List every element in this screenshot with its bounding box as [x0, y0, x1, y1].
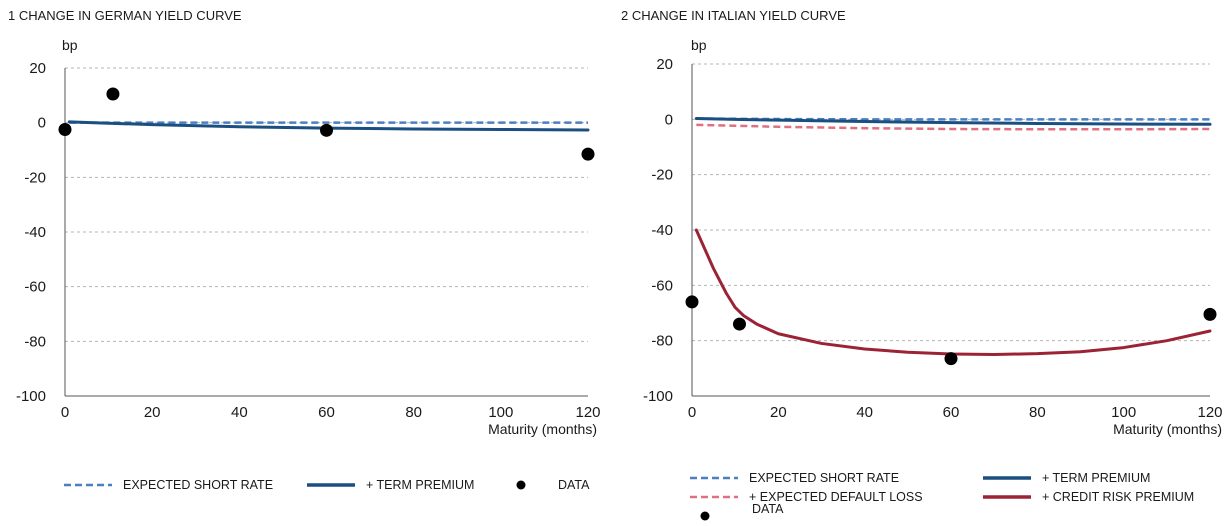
italian-yield-curve-chart: 2 CHANGE IN ITALIAN YIELD CURVE bp 20 0 -20 -… [621, 8, 1223, 521]
legend-item-expected-short-rate: EXPECTED SHORT RATE [64, 478, 273, 492]
y-axis-unit-label: bp [691, 37, 707, 53]
series-line-credit-risk-premium [694, 228, 1212, 356]
y-tick-label: -80 [651, 333, 673, 350]
x-tick-label: 0 [688, 404, 696, 421]
data-point [58, 123, 72, 136]
data-point [320, 123, 333, 137]
legend: EXPECTED SHORT RATE + TERM PREMIUM DATA [64, 478, 590, 492]
x-tick-label: 20 [770, 404, 787, 421]
y-tick-label: -40 [24, 224, 46, 241]
y-tick-label: -100 [643, 388, 673, 405]
x-tick-label: 20 [144, 404, 161, 421]
chart-title: 2 CHANGE IN ITALIAN YIELD CURVE [621, 8, 846, 23]
legend-marker [516, 480, 526, 490]
legend-label: + TERM PREMIUM [366, 478, 474, 492]
data-point [685, 295, 699, 309]
y-tick-label: -80 [24, 333, 46, 350]
x-tick-label: 40 [856, 404, 873, 421]
legend-label: DATA [752, 502, 784, 516]
x-tick-label: 120 [1197, 404, 1222, 421]
data-point [106, 87, 120, 101]
data-point [944, 352, 958, 366]
x-tick-label: 40 [231, 404, 248, 421]
y-tick-label: 0 [38, 115, 46, 132]
data-point [1203, 307, 1217, 321]
legend-label: + TERM PREMIUM [1042, 471, 1150, 485]
x-tick-label: 120 [575, 404, 600, 421]
y-tick-label: -20 [651, 167, 673, 184]
legend-marker [700, 511, 710, 521]
german-yield-curve-chart: 1 CHANGE IN GERMAN YIELD CURVE bp 20 0 -20 -4… [8, 8, 601, 492]
series-data [58, 87, 595, 161]
y-tick-label: 20 [656, 56, 673, 73]
y-axis-unit-label: bp [62, 37, 78, 53]
series-line-expected-default-loss [696, 123, 1211, 131]
y-tick-label: -60 [24, 279, 46, 296]
x-tick-label: 100 [1111, 404, 1136, 421]
y-tick-label: -20 [24, 169, 46, 186]
data-point [732, 317, 746, 331]
x-tick-label: 100 [488, 404, 513, 421]
legend-item-data: DATA [700, 502, 784, 521]
series-line-term-premium [67, 120, 590, 132]
y-tick-label: 20 [29, 60, 46, 77]
legend-item-credit-risk-premium: + CREDIT RISK PREMIUM [983, 490, 1194, 504]
y-tick-label: 0 [665, 111, 673, 128]
legend-item-term-premium: + TERM PREMIUM [307, 478, 474, 492]
x-tick-label: 60 [943, 404, 960, 421]
legend-label: EXPECTED SHORT RATE [749, 471, 899, 485]
legend-label: EXPECTED SHORT RATE [123, 478, 273, 492]
y-tick-label: -60 [651, 277, 673, 294]
legend-item-data: DATA [516, 478, 590, 492]
legend-item-expected-default-loss: + EXPECTED DEFAULT LOSS [690, 490, 923, 504]
x-tick-label: 80 [1029, 404, 1046, 421]
series-data [685, 295, 1217, 366]
x-axis-label: Maturity (months) [488, 421, 597, 437]
x-tick-label: 80 [405, 404, 422, 421]
x-tick-label: 0 [61, 404, 69, 421]
chart-title: 1 CHANGE IN GERMAN YIELD CURVE [8, 8, 242, 23]
x-tick-label: 60 [318, 404, 335, 421]
legend-label: + EXPECTED DEFAULT LOSS [749, 490, 923, 504]
data-point [581, 147, 595, 161]
y-tick-label: -40 [651, 222, 673, 239]
legend-item-term-premium: + TERM PREMIUM [983, 471, 1150, 485]
y-tick-label: -100 [16, 388, 46, 405]
series-line-term-premium [694, 117, 1212, 126]
legend-label: + CREDIT RISK PREMIUM [1042, 490, 1194, 504]
legend-item-expected-short-rate: EXPECTED SHORT RATE [690, 471, 899, 485]
legend-label: DATA [558, 478, 590, 492]
x-axis-label: Maturity (months) [1113, 421, 1222, 437]
legend: EXPECTED SHORT RATE + EXPECTED DEFAULT LO… [690, 471, 1194, 521]
